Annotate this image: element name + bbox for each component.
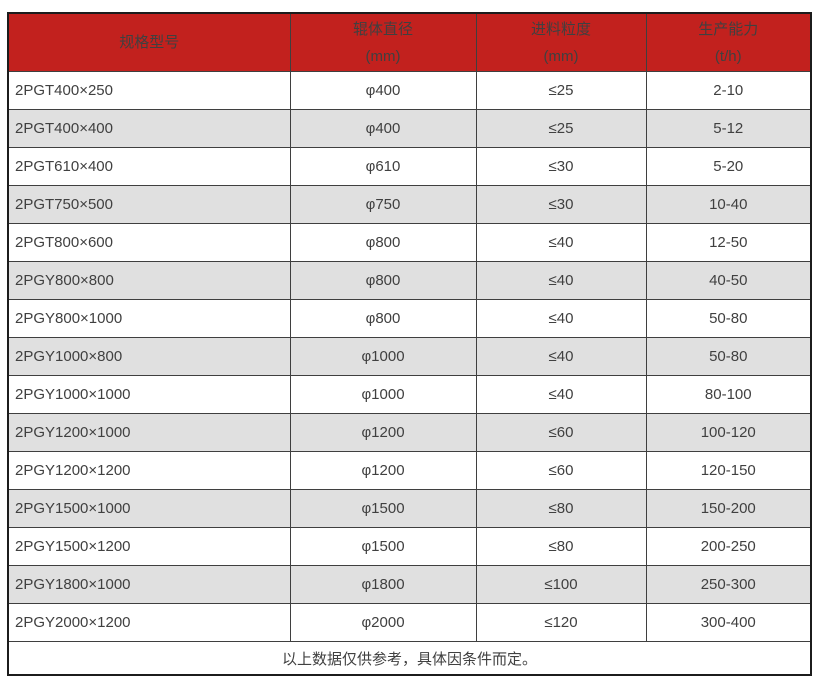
header-row: 规格型号 辊体直径 (mm) 进料粒度 (mm) 生产能力 (t/h)	[7, 12, 812, 72]
table-row: 2PGT750×500 φ750 ≤30 10-40	[7, 185, 812, 224]
diameter-cell: φ400	[289, 71, 477, 110]
header-roller-diameter-unit: (mm)	[365, 47, 401, 65]
spec-table: 规格型号 辊体直径 (mm) 进料粒度 (mm) 生产能力 (t/h) 2PGT…	[7, 12, 812, 676]
capacity-cell: 300-400	[645, 603, 812, 642]
diameter-cell: φ800	[289, 261, 477, 300]
table-row: 2PGY1500×1200 φ1500 ≤80 200-250	[7, 527, 812, 566]
capacity-cell: 50-80	[645, 337, 812, 376]
model-cell: 2PGY1500×1000	[7, 489, 291, 528]
feed-size-cell: ≤40	[475, 337, 647, 376]
footer-row: 以上数据仅供参考，具体因条件而定。	[7, 641, 812, 676]
table-row: 2PGY1000×800 φ1000 ≤40 50-80	[7, 337, 812, 376]
header-model-title: 规格型号	[119, 34, 180, 51]
feed-size-cell: ≤40	[475, 375, 647, 414]
capacity-cell: 100-120	[645, 413, 812, 452]
model-cell: 2PGT400×400	[7, 109, 291, 148]
feed-size-cell: ≤25	[475, 71, 647, 110]
capacity-cell: 200-250	[645, 527, 812, 566]
table-row: 2PGT400×400 φ400 ≤25 5-12	[7, 109, 812, 148]
feed-size-cell: ≤40	[475, 299, 647, 338]
feed-size-cell: ≤80	[475, 489, 647, 528]
feed-size-cell: ≤40	[475, 261, 647, 300]
table-row: 2PGY1200×1000 φ1200 ≤60 100-120	[7, 413, 812, 452]
spec-table-footer: 以上数据仅供参考，具体因条件而定。	[7, 641, 812, 676]
model-cell: 2PGY1500×1200	[7, 527, 291, 566]
diameter-cell: φ800	[289, 223, 477, 262]
capacity-cell: 150-200	[645, 489, 812, 528]
capacity-cell: 50-80	[645, 299, 812, 338]
model-cell: 2PGY800×800	[7, 261, 291, 300]
feed-size-cell: ≤25	[475, 109, 647, 148]
header-capacity-unit: (t/h)	[714, 47, 742, 65]
table-row: 2PGY800×1000 φ800 ≤40 50-80	[7, 299, 812, 338]
diameter-cell: φ1500	[289, 489, 477, 528]
diameter-cell: φ400	[289, 109, 477, 148]
feed-size-cell: ≤30	[475, 185, 647, 224]
capacity-cell: 10-40	[645, 185, 812, 224]
header-capacity-title: 生产能力	[698, 20, 759, 38]
diameter-cell: φ750	[289, 185, 477, 224]
diameter-cell: φ1200	[289, 451, 477, 490]
diameter-cell: φ1000	[289, 375, 477, 414]
capacity-cell: 40-50	[645, 261, 812, 300]
header-roller-diameter-title: 辊体直径	[352, 20, 413, 38]
feed-size-cell: ≤80	[475, 527, 647, 566]
capacity-cell: 120-150	[645, 451, 812, 490]
capacity-cell: 12-50	[645, 223, 812, 262]
table-body: 2PGT400×250 φ400 ≤25 2-10 2PGT400×400 φ400 ≤25…	[7, 71, 812, 642]
footer-note: 以上数据仅供参考，具体因条件而定。	[7, 641, 812, 676]
diameter-cell: φ1000	[289, 337, 477, 376]
model-cell: 2PGY1200×1200	[7, 451, 291, 490]
model-cell: 2PGT400×250	[7, 71, 291, 110]
model-cell: 2PGY1000×1000	[7, 375, 291, 414]
header-model: 规格型号	[7, 12, 291, 72]
diameter-cell: φ610	[289, 147, 477, 186]
feed-size-cell: ≤100	[475, 565, 647, 604]
table-row: 2PGT400×250 φ400 ≤25 2-10	[7, 71, 812, 110]
feed-size-cell: ≤40	[475, 223, 647, 262]
model-cell: 2PGY1800×1000	[7, 565, 291, 604]
model-cell: 2PGT800×600	[7, 223, 291, 262]
capacity-cell: 250-300	[645, 565, 812, 604]
diameter-cell: φ2000	[289, 603, 477, 642]
header-roller-diameter: 辊体直径 (mm)	[289, 12, 477, 72]
feed-size-cell: ≤30	[475, 147, 647, 186]
header-feed-size-title: 进料粒度	[530, 20, 591, 38]
model-cell: 2PGY2000×1200	[7, 603, 291, 642]
table-row: 2PGY800×800 φ800 ≤40 40-50	[7, 261, 812, 300]
feed-size-cell: ≤120	[475, 603, 647, 642]
capacity-cell: 5-20	[645, 147, 812, 186]
diameter-cell: φ1200	[289, 413, 477, 452]
feed-size-cell: ≤60	[475, 451, 647, 490]
feed-size-cell: ≤60	[475, 413, 647, 452]
capacity-cell: 2-10	[645, 71, 812, 110]
diameter-cell: φ800	[289, 299, 477, 338]
header-feed-size: 进料粒度 (mm)	[475, 12, 647, 72]
table-row: 2PGT610×400 φ610 ≤30 5-20	[7, 147, 812, 186]
header-capacity: 生产能力 (t/h)	[645, 12, 812, 72]
table-row: 2PGY2000×1200 φ2000 ≤120 300-400	[7, 603, 812, 642]
model-cell: 2PGY800×1000	[7, 299, 291, 338]
capacity-cell: 80-100	[645, 375, 812, 414]
table-row: 2PGY1800×1000 φ1800 ≤100 250-300	[7, 565, 812, 604]
table-row: 2PGY1200×1200 φ1200 ≤60 120-150	[7, 451, 812, 490]
diameter-cell: φ1500	[289, 527, 477, 566]
table-row: 2PGY1000×1000 φ1000 ≤40 80-100	[7, 375, 812, 414]
header-feed-size-unit: (mm)	[543, 47, 579, 65]
capacity-cell: 5-12	[645, 109, 812, 148]
model-cell: 2PGY1000×800	[7, 337, 291, 376]
table-row: 2PGY1500×1000 φ1500 ≤80 150-200	[7, 489, 812, 528]
spec-table-header: 规格型号 辊体直径 (mm) 进料粒度 (mm) 生产能力 (t/h)	[7, 12, 812, 72]
model-cell: 2PGT750×500	[7, 185, 291, 224]
diameter-cell: φ1800	[289, 565, 477, 604]
table-row: 2PGT800×600 φ800 ≤40 12-50	[7, 223, 812, 262]
model-cell: 2PGT610×400	[7, 147, 291, 186]
model-cell: 2PGY1200×1000	[7, 413, 291, 452]
